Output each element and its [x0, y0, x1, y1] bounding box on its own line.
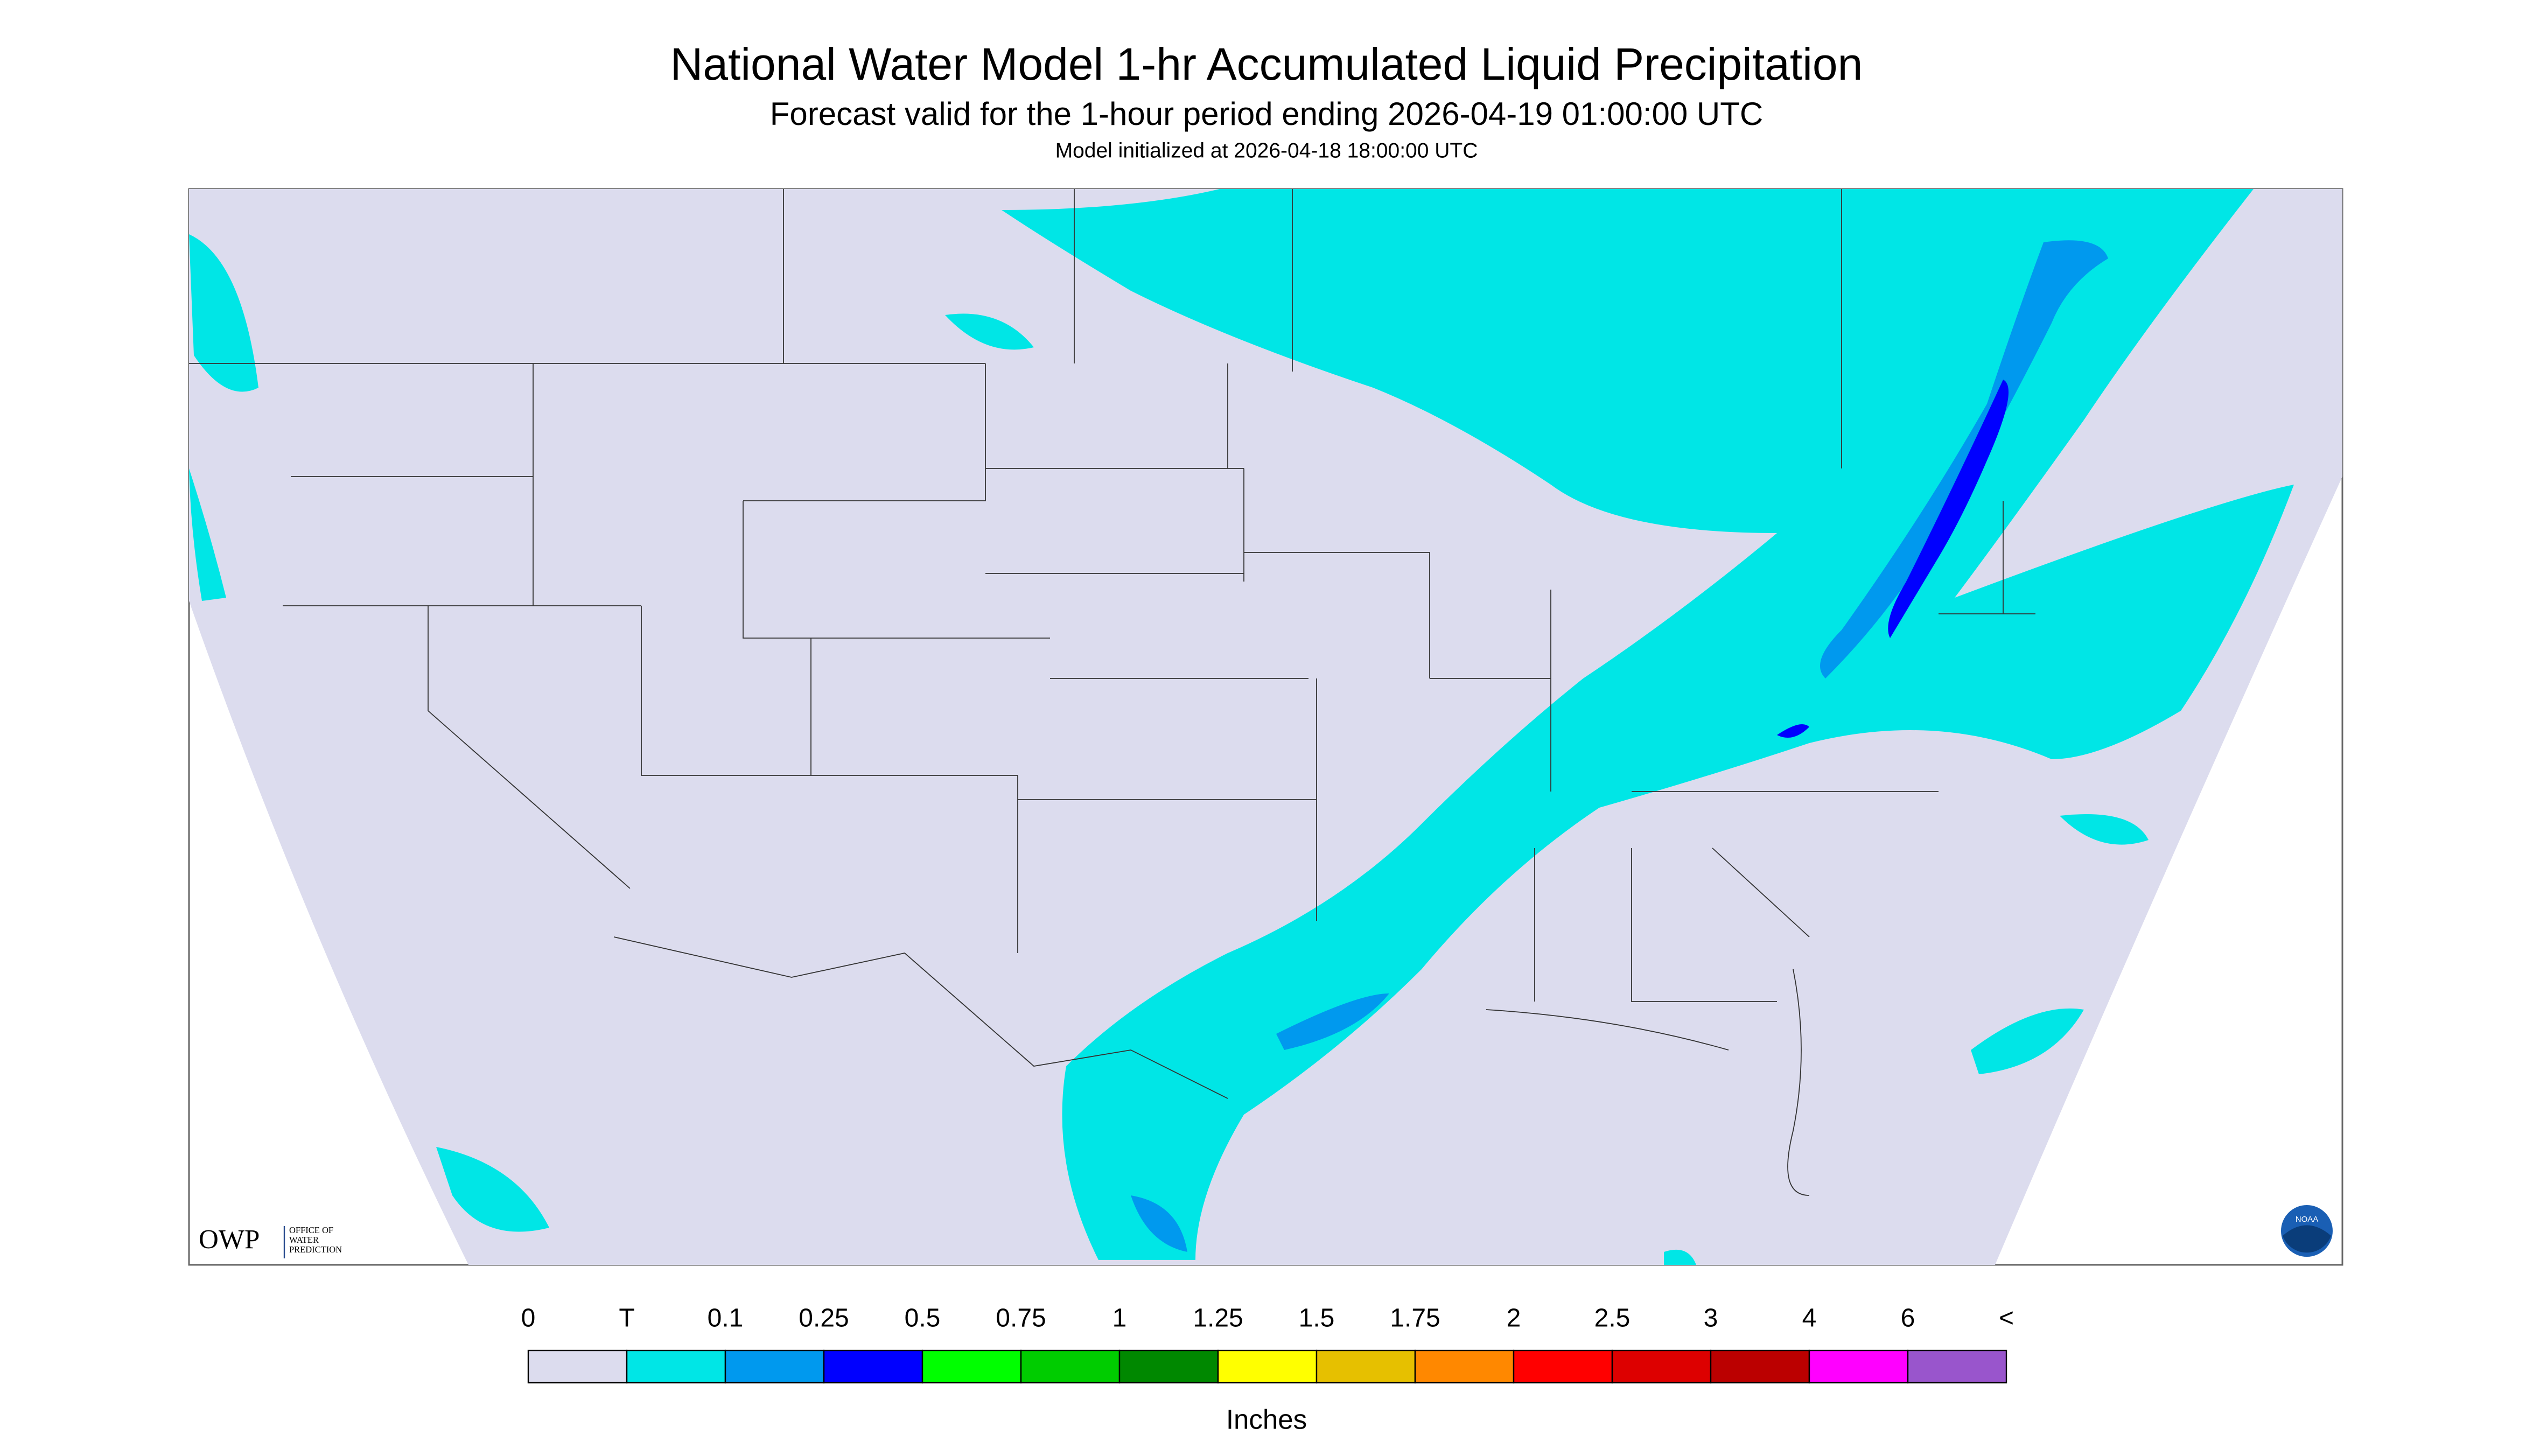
legend-label: 3 [1704, 1304, 1718, 1333]
legend-label: 2 [1507, 1304, 1521, 1333]
legend-swatch [724, 1349, 825, 1384]
legend-label: 4 [1802, 1304, 1817, 1333]
legend-swatch [1118, 1349, 1219, 1384]
legend-label: 1 [1112, 1304, 1127, 1333]
owp-full-name: OFFICE OF [289, 1225, 333, 1235]
legend: 0 T 0.1 0.25 0.5 0.75 1 1.25 1.5 1.75 2 2.5 3 4 6 < [521, 1304, 2014, 1384]
boundaries [189, 189, 2035, 1196]
title: National Water Model 1-hr Accumulated Li… [670, 39, 1863, 89]
legend-label: 0 [521, 1304, 536, 1333]
precip-medium [1131, 240, 2108, 1252]
legend-label: 1.75 [1390, 1304, 1440, 1333]
legend-label: 0.5 [905, 1304, 941, 1333]
owp-full-name: WATER [289, 1235, 319, 1245]
legend-swatch [823, 1349, 923, 1384]
legend-swatch [921, 1349, 1022, 1384]
legend-swatch [1316, 1349, 1416, 1384]
legend-swatch [626, 1349, 726, 1384]
legend-label: T [619, 1304, 634, 1333]
legend-label: 0.75 [996, 1304, 1046, 1333]
precip-heavy [1777, 380, 2009, 738]
legend-swatch [1808, 1349, 1909, 1384]
owp-full-name: PREDICTION [289, 1244, 342, 1255]
owp-logo-text: OWP [199, 1225, 260, 1255]
legend-swatch [1611, 1349, 1712, 1384]
legend-label: 0.25 [799, 1304, 849, 1333]
legend-label: 2.5 [1594, 1304, 1631, 1333]
subtitle: Forecast valid for the 1-hour period end… [770, 96, 1763, 132]
legend-swatch [1710, 1349, 1810, 1384]
noaa-text: NOAA [2296, 1215, 2319, 1224]
legend-swatch [1513, 1349, 1613, 1384]
legend-swatch [1907, 1349, 2007, 1384]
legend-unit: Inches [1226, 1404, 1307, 1434]
legend-label: 1.25 [1193, 1304, 1243, 1333]
legend-label: 6 [1901, 1304, 1915, 1333]
legend-swatch [1414, 1349, 1515, 1384]
noaa-logo: NOAA [2281, 1205, 2333, 1257]
noaa-wave [2283, 1225, 2331, 1253]
legend-swatch [1020, 1349, 1121, 1384]
owp-logo: OWP OFFICE OF WATER PREDICTION [199, 1225, 342, 1259]
map: OWP OFFICE OF WATER PREDICTION NOAA [188, 188, 2343, 1266]
legend-label: < [1999, 1304, 2014, 1333]
legend-swatch [527, 1349, 628, 1384]
init-note: Model initialized at 2026-04-18 18:00:00… [1055, 139, 1478, 162]
legend-swatch [1217, 1349, 1318, 1384]
legend-label: 0.1 [708, 1304, 744, 1333]
legend-label: 1.5 [1299, 1304, 1335, 1333]
